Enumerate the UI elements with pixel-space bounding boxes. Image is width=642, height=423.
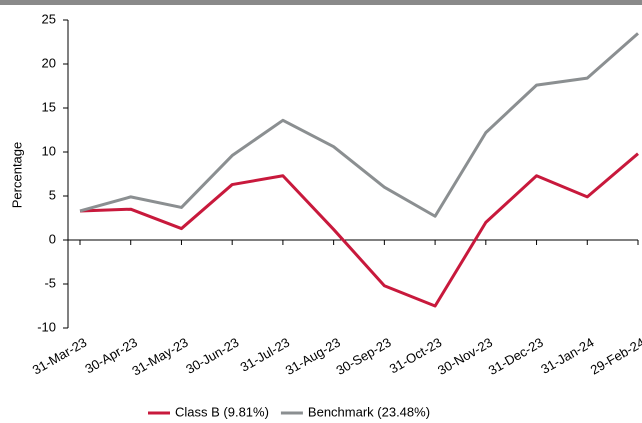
x-tick-label: 31-Mar-23	[30, 335, 89, 378]
legend-label: Class B (9.81%)	[175, 404, 269, 419]
y-tick-label: 20	[42, 55, 56, 70]
y-tick-label: -5	[44, 275, 56, 290]
y-tick-label: -10	[37, 319, 56, 334]
y-tick-label: 15	[42, 99, 56, 114]
x-tick-label: 29-Feb-24	[588, 335, 642, 378]
y-tick-label: 25	[42, 11, 56, 26]
line-series	[79, 32, 639, 218]
y-tick-label: 0	[49, 231, 56, 246]
y-tick-label: 10	[42, 143, 56, 158]
x-tick-label: 31-Aug-23	[283, 335, 343, 378]
x-tick-label: 31-Jan-24	[538, 335, 596, 377]
y-axis-label: Percentage	[9, 142, 24, 209]
x-tick-label: 30-Nov-23	[435, 335, 495, 378]
x-tick-label: 30-Jun-23	[183, 335, 241, 377]
line-series	[79, 152, 639, 308]
y-tick-label: 5	[49, 187, 56, 202]
x-tick-label: 31-Oct-23	[387, 335, 445, 377]
x-tick-label: 31-Dec-23	[486, 335, 546, 378]
x-tick-label: 30-Sep-23	[333, 335, 393, 378]
legend-label: Benchmark (23.48%)	[308, 404, 430, 419]
x-tick-label: 31-May-23	[129, 335, 190, 379]
top-bar	[0, 0, 642, 5]
